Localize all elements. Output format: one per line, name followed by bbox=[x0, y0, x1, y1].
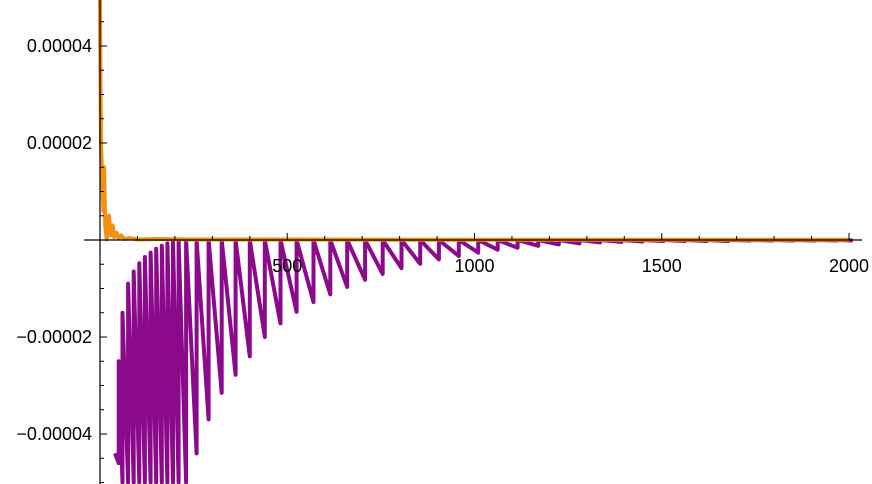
series-layer bbox=[98, 0, 853, 484]
x-tick-label: 1500 bbox=[642, 256, 682, 276]
x-tick-label: 1000 bbox=[454, 256, 494, 276]
axes-layer bbox=[84, 0, 862, 484]
x-tick-label: 500 bbox=[272, 256, 302, 276]
y-tick-label: −0.00004 bbox=[16, 424, 92, 444]
labels-layer: 500 1000 1500 2000 0.00004 0.00002 −0.00002 −0.… bbox=[16, 36, 869, 444]
y-tick-label: 0.00004 bbox=[27, 36, 92, 56]
series-line-2 bbox=[98, 0, 849, 242]
series-line-1 bbox=[113, 238, 853, 484]
y-tick-label: 0.00002 bbox=[27, 133, 92, 153]
x-tick-label: 2000 bbox=[829, 256, 869, 276]
y-tick-label: −0.00002 bbox=[16, 327, 92, 347]
